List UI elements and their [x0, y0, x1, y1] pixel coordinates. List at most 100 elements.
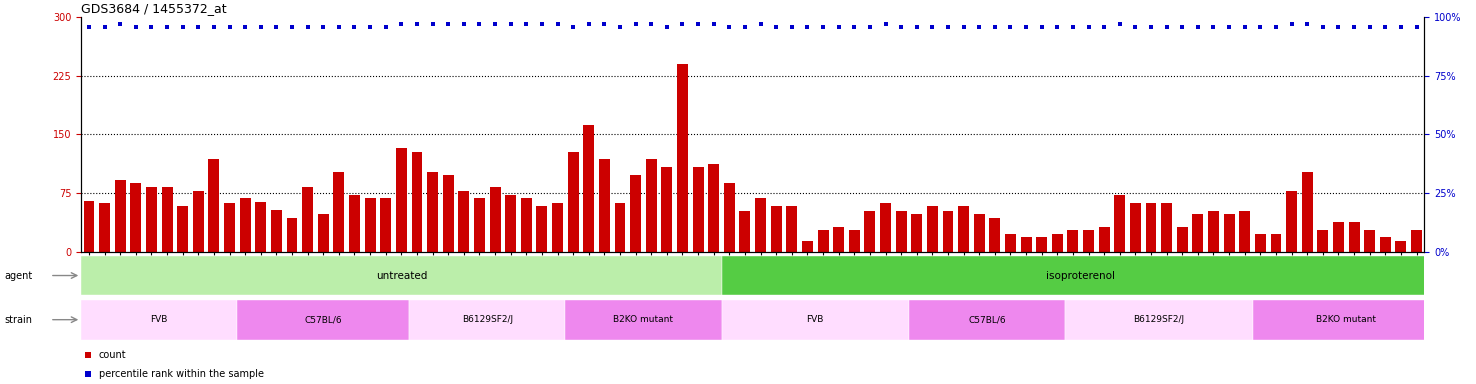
Bar	[412, 152, 422, 252]
Text: B6129SF2/J: B6129SF2/J	[1134, 315, 1184, 324]
Bar	[896, 211, 906, 252]
Bar	[224, 203, 235, 252]
Bar	[646, 159, 657, 252]
Bar	[722, 256, 1441, 295]
Bar	[911, 214, 922, 252]
Bar	[880, 203, 892, 252]
Bar	[99, 203, 111, 252]
Bar	[81, 300, 238, 339]
Bar	[552, 203, 562, 252]
Bar	[208, 159, 220, 252]
Bar	[1380, 237, 1390, 252]
Text: strain: strain	[4, 314, 32, 325]
Bar	[317, 214, 329, 252]
Bar	[115, 180, 125, 252]
Bar	[272, 210, 282, 252]
Bar	[943, 211, 953, 252]
Bar	[365, 199, 375, 252]
Bar	[677, 64, 688, 252]
Bar	[1207, 211, 1219, 252]
Bar	[409, 300, 565, 339]
Text: B2KO mutant: B2KO mutant	[1317, 315, 1376, 324]
Bar	[739, 211, 750, 252]
Text: GDS3684 / 1455372_at: GDS3684 / 1455372_at	[81, 2, 227, 15]
Bar	[1020, 237, 1032, 252]
Bar	[1098, 227, 1110, 252]
Bar	[865, 211, 875, 252]
Bar	[565, 300, 722, 339]
Bar	[81, 256, 722, 295]
Bar	[787, 206, 797, 252]
Bar	[130, 183, 142, 252]
Bar	[1005, 233, 1015, 252]
Bar	[1114, 195, 1125, 252]
Bar	[427, 172, 438, 252]
Bar	[1066, 300, 1253, 339]
Bar	[708, 164, 719, 252]
Bar	[1349, 222, 1359, 252]
Bar	[146, 187, 156, 252]
Bar	[723, 183, 735, 252]
Bar	[1333, 222, 1345, 252]
Bar	[381, 199, 391, 252]
Bar	[1083, 230, 1094, 252]
Bar	[84, 201, 94, 252]
Bar	[832, 227, 844, 252]
Bar	[1395, 242, 1407, 252]
Bar	[1193, 214, 1203, 252]
Text: isoproterenol: isoproterenol	[1046, 270, 1116, 281]
Bar	[849, 230, 859, 252]
Text: FVB: FVB	[806, 315, 824, 324]
Bar	[1036, 237, 1046, 252]
Bar	[1162, 203, 1172, 252]
Bar	[1302, 172, 1312, 252]
Text: C57BL/6: C57BL/6	[304, 315, 342, 324]
Text: B2KO mutant: B2KO mutant	[614, 315, 673, 324]
Bar	[661, 167, 673, 252]
Bar	[303, 187, 313, 252]
Bar	[1286, 190, 1297, 252]
Bar	[1253, 300, 1441, 339]
Bar	[238, 300, 409, 339]
Bar	[1318, 230, 1328, 252]
Bar	[909, 300, 1066, 339]
Bar	[459, 190, 469, 252]
Bar	[756, 199, 766, 252]
Bar	[599, 159, 610, 252]
Text: FVB: FVB	[151, 315, 168, 324]
Bar	[443, 175, 453, 252]
Bar	[818, 230, 828, 252]
Bar	[505, 195, 517, 252]
Bar	[286, 218, 298, 252]
Bar	[1176, 227, 1188, 252]
Bar	[239, 199, 251, 252]
Bar	[1240, 211, 1250, 252]
Bar	[474, 199, 486, 252]
Bar	[1411, 230, 1421, 252]
Bar	[1255, 233, 1266, 252]
Bar	[692, 167, 704, 252]
Bar	[1052, 233, 1063, 252]
Bar	[583, 125, 595, 252]
Bar	[630, 175, 641, 252]
Bar	[1224, 214, 1234, 252]
Bar	[568, 152, 579, 252]
Bar	[334, 172, 344, 252]
Bar	[958, 206, 970, 252]
Bar	[770, 206, 782, 252]
Bar	[348, 195, 360, 252]
Bar	[1364, 230, 1376, 252]
Bar	[927, 206, 937, 252]
Bar	[1131, 203, 1141, 252]
Text: untreated: untreated	[376, 270, 427, 281]
Bar	[1067, 230, 1079, 252]
Text: agent: agent	[4, 270, 32, 281]
Text: B6129SF2/J: B6129SF2/J	[462, 315, 512, 324]
Bar	[1145, 203, 1157, 252]
Bar	[801, 242, 813, 252]
Bar	[490, 187, 500, 252]
Bar	[396, 149, 407, 252]
Bar	[974, 214, 984, 252]
Bar	[193, 190, 204, 252]
Bar	[722, 300, 909, 339]
